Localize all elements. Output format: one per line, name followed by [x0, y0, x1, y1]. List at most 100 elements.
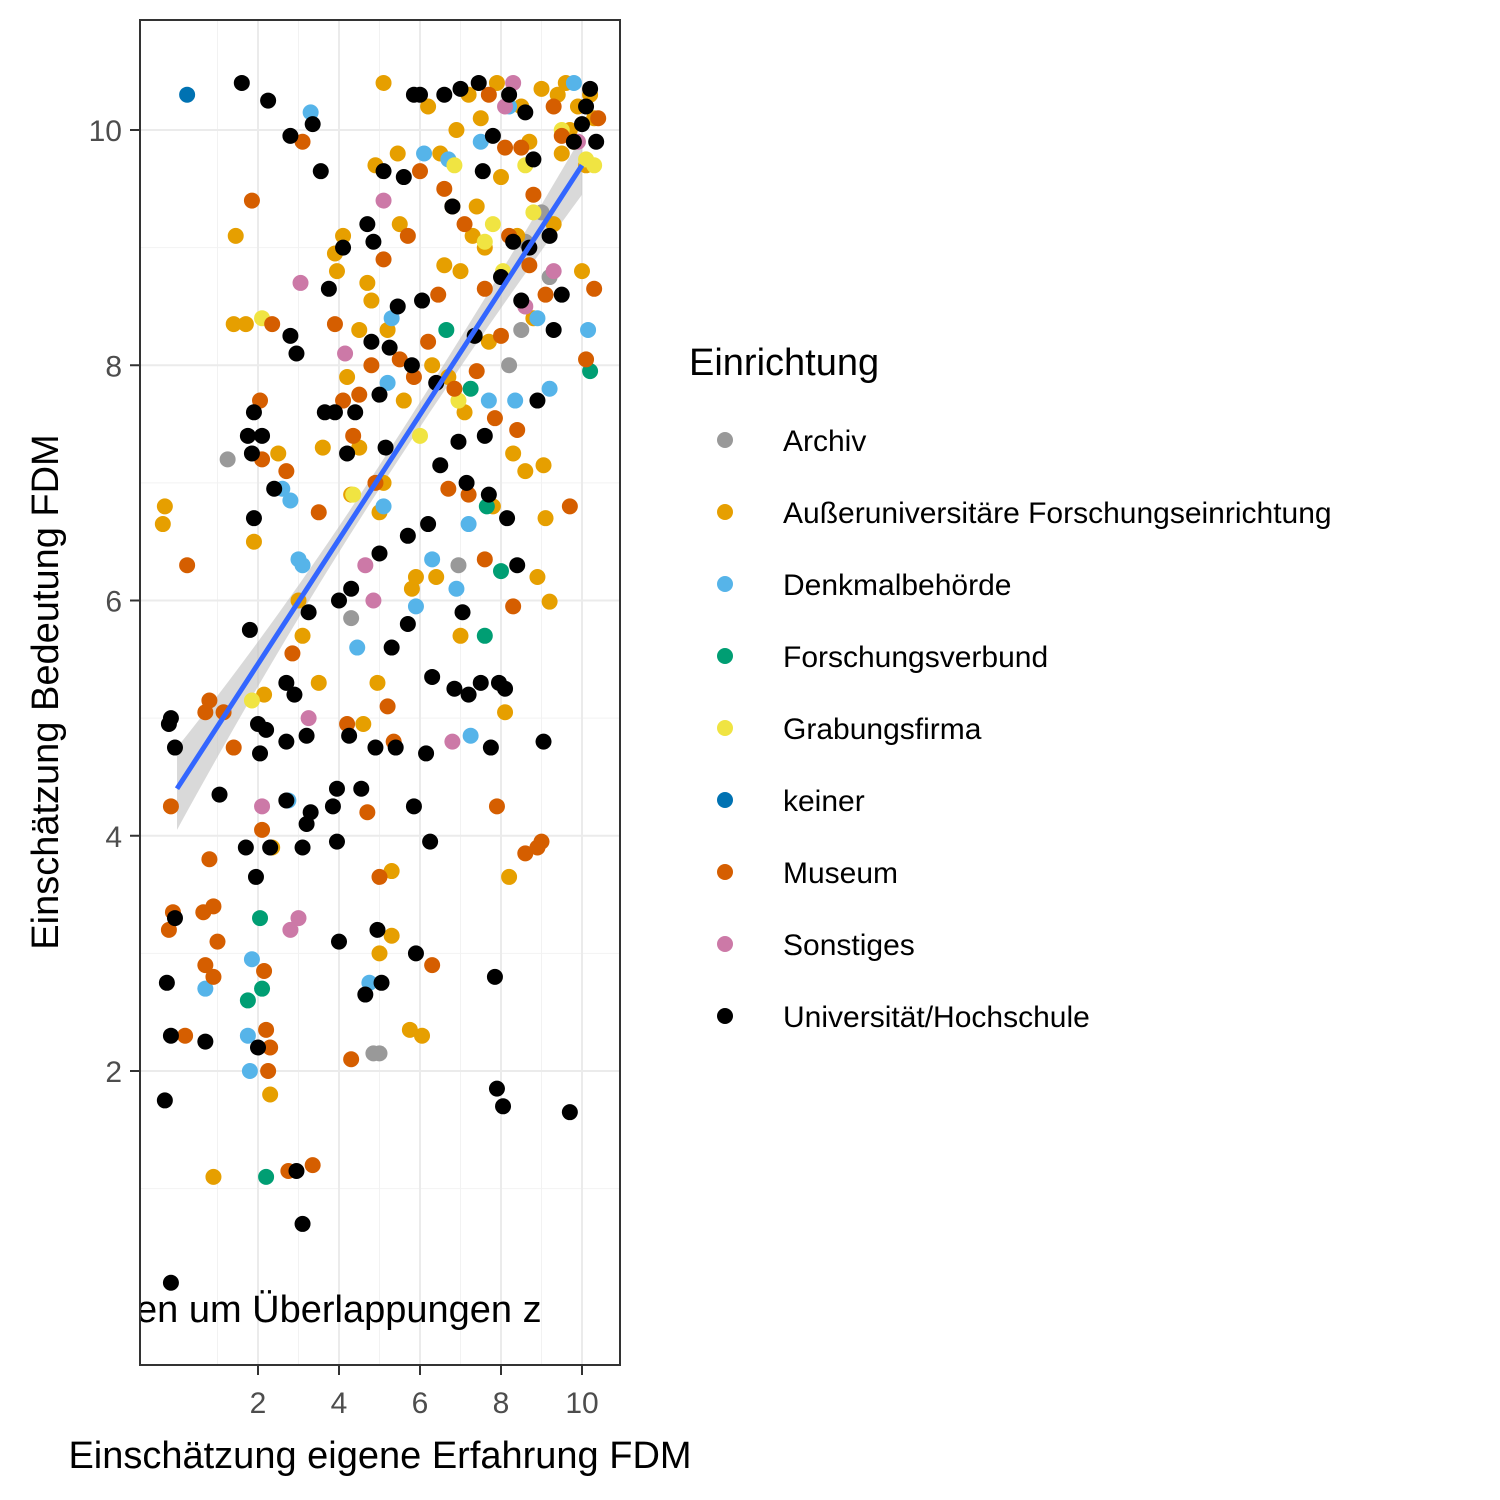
data-point: [497, 680, 514, 697]
data-point: [412, 427, 428, 444]
data-point: [578, 351, 595, 368]
data-point: [205, 898, 222, 915]
data-point: [389, 145, 406, 162]
data-point: [486, 410, 503, 427]
data-point: [331, 592, 347, 609]
data-point: [407, 945, 424, 962]
data-point: [156, 1092, 173, 1109]
data-point: [227, 227, 244, 244]
data-point: [328, 780, 345, 797]
data-point: [310, 504, 327, 521]
trend-line-layer: [174, 163, 585, 791]
data-point: [294, 627, 311, 644]
data-point: [254, 798, 271, 815]
data-point: [578, 98, 595, 115]
data-point: [375, 251, 392, 268]
data-point: [474, 163, 491, 180]
data-point: [254, 427, 271, 444]
data-point: [326, 316, 343, 333]
data-point: [312, 163, 329, 180]
data-point: [476, 233, 493, 250]
data-point: [505, 598, 522, 615]
data-point: [486, 968, 503, 985]
data-point: [476, 627, 493, 644]
data-point: [363, 292, 380, 309]
data-point: [363, 357, 380, 374]
data-point: [252, 392, 269, 409]
data-point: [501, 357, 518, 374]
data-point: [440, 480, 457, 497]
data-point: [250, 1039, 266, 1056]
data-point: [282, 492, 299, 509]
data-point: [162, 1027, 179, 1044]
data-point: [450, 433, 467, 450]
data-point: [351, 439, 368, 456]
data-point: [424, 668, 441, 685]
data-point: [225, 739, 242, 756]
x-tick-label: 6: [412, 1387, 429, 1420]
data-point: [258, 1168, 275, 1185]
data-point: [365, 592, 382, 609]
panel-mask-left: [0, 0, 139, 1500]
data-point: [345, 427, 362, 444]
data-point: [476, 551, 493, 568]
trend-line: [174, 163, 585, 791]
data-point: [387, 739, 404, 756]
data-point: [529, 392, 546, 409]
data-point: [517, 104, 534, 121]
data-point: [454, 604, 471, 621]
data-point: [156, 498, 173, 515]
data-point: [282, 127, 299, 144]
data-point: [381, 339, 398, 356]
data-point: [266, 480, 283, 497]
data-point: [395, 392, 412, 409]
x-tick-label: 8: [493, 1387, 510, 1420]
data-point: [314, 439, 331, 456]
legend-title: Einrichtung: [689, 342, 879, 384]
data-point: [243, 951, 260, 968]
data-point: [365, 233, 382, 250]
data-point: [288, 1162, 305, 1179]
data-point: [525, 151, 542, 168]
data-point: [383, 310, 400, 327]
data-point: [436, 257, 453, 274]
data-point: [379, 698, 396, 715]
data-point: [493, 169, 509, 186]
legend-label: Außeruniversitäre Forschungseinrichtung: [783, 497, 1332, 530]
data-point: [245, 533, 262, 550]
data-point: [472, 133, 489, 150]
data-point: [553, 145, 570, 162]
data-point: [446, 157, 463, 174]
data-point: [414, 1027, 431, 1044]
data-point: [383, 863, 400, 880]
legend-key: [717, 936, 733, 952]
data-point: [407, 568, 424, 585]
data-point: [580, 321, 597, 338]
data-point: [438, 321, 455, 338]
y-axis: 2 4 6 8 10: [89, 115, 140, 1089]
data-point: [357, 986, 374, 1003]
data-point: [501, 868, 518, 885]
data-point: [339, 445, 356, 462]
data-point: [304, 116, 321, 133]
data-point: [533, 80, 550, 97]
data-point: [529, 568, 546, 585]
data-point: [209, 933, 226, 950]
data-point: [513, 292, 530, 309]
y-tick-label: 4: [105, 821, 122, 854]
data-point: [537, 286, 554, 303]
data-point: [197, 957, 214, 974]
legend-key: [717, 1008, 733, 1024]
data-point: [247, 868, 264, 885]
data-point: [166, 910, 183, 927]
data-point: [310, 674, 327, 691]
data-point: [517, 463, 534, 480]
data-point: [179, 86, 196, 103]
data-point: [478, 498, 495, 515]
data-points: [154, 74, 607, 1291]
data-point: [541, 227, 558, 244]
data-point: [256, 686, 273, 703]
data-point: [294, 839, 311, 856]
data-point: [424, 957, 441, 974]
data-point: [574, 116, 590, 133]
